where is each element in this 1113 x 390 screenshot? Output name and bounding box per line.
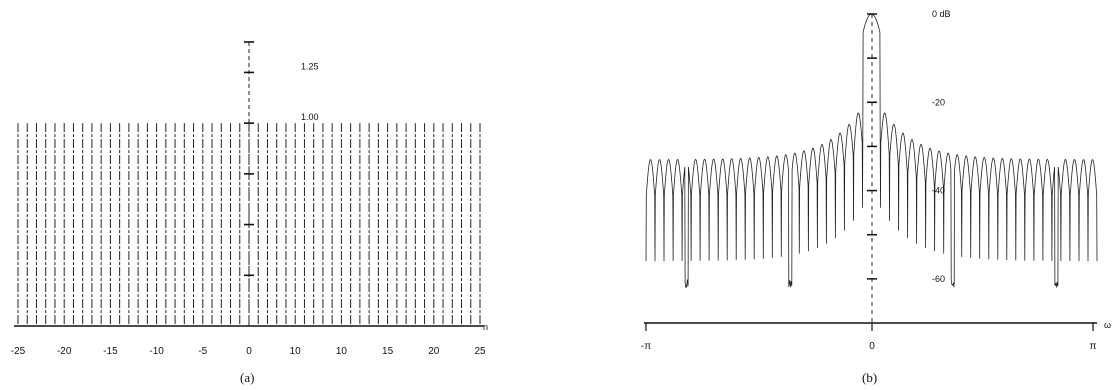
panel-b-x-axis-label: ω [1104, 320, 1111, 330]
panel-a-x-ticks: -25 -20 -15 -10 -5 0 10 10 15 20 25 [11, 346, 486, 357]
panel-b-spectrum: 0 dB -20 -40 -60 -π 0 π ω (b) [641, 9, 1111, 385]
panel-b-x-tick-label: 0 [869, 341, 875, 352]
panel-a-x-tick-label: 10 [290, 346, 302, 357]
panel-a-y-tick-label: 1.25 [301, 61, 319, 71]
panel-a-x-tick-label: -20 [57, 346, 72, 357]
panel-b-caption: (b) [862, 370, 877, 385]
panel-a-x-tick-label: -15 [103, 346, 118, 357]
panel-a-x-tick-label: -10 [149, 346, 164, 357]
panel-a-x-tick-label: 0 [246, 346, 252, 357]
panel-b-y-tick-label: -60 [932, 274, 945, 284]
panel-b-y-tick-label: -20 [932, 97, 945, 107]
panel-b-x-tick-label: π [1090, 341, 1097, 352]
panel-a-caption: (a) [240, 370, 254, 385]
panel-a-x-tick-label: -5 [198, 346, 207, 357]
panel-a-x-axis-label: n [483, 322, 488, 332]
panel-b-x-ticks: -π 0 π [641, 323, 1097, 352]
panel-b-x-tick-label: -π [641, 341, 651, 352]
panel-a-x-tick-label: 15 [382, 346, 394, 357]
panel-b-y-tick-label: -40 [932, 186, 945, 196]
panel-a-x-tick-label: 10 [336, 346, 348, 357]
panel-a-x-tick-label: 20 [428, 346, 440, 357]
panel-a-y-tick-label: 1.00 [301, 112, 319, 122]
panel-b-y-tick-label: 0 dB [932, 9, 951, 19]
panel-a-x-tick-label: -25 [11, 346, 26, 357]
panel-a-stem-plot: 1.25 1.00 -25 -20 -15 -10 -5 0 10 10 15 20 25 n (a) [11, 42, 488, 385]
panel-a-y-axis: 1.25 1.00 [244, 42, 319, 326]
panel-a-x-tick-label: 25 [474, 346, 486, 357]
